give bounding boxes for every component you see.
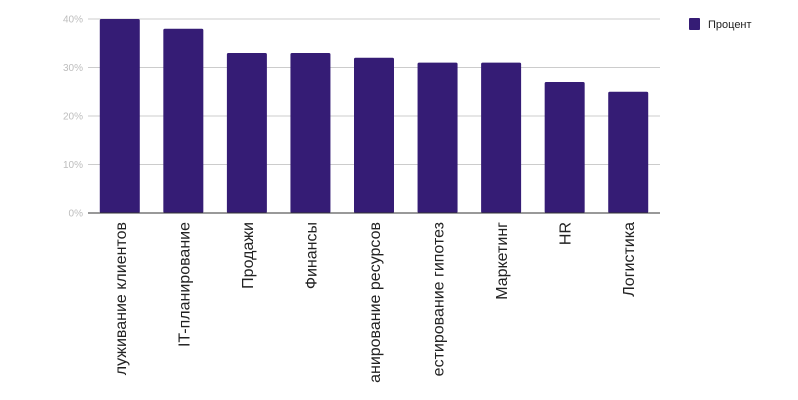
bar[interactable] bbox=[544, 82, 585, 213]
bar[interactable] bbox=[290, 52, 331, 214]
bar[interactable] bbox=[608, 91, 649, 213]
bar[interactable] bbox=[354, 57, 394, 213]
x-category-label: Финансы bbox=[303, 222, 320, 289]
x-category-label: естирование гипотез bbox=[431, 222, 448, 376]
bar[interactable] bbox=[481, 62, 522, 214]
y-tick-label: 30% bbox=[63, 63, 83, 74]
x-category-label: HR bbox=[558, 222, 575, 245]
y-tick-label: 10% bbox=[63, 160, 83, 171]
y-tick-label: 20% bbox=[63, 112, 83, 123]
x-category-label: луживание клиентов bbox=[113, 222, 130, 375]
bar[interactable] bbox=[417, 62, 458, 214]
x-category-label: IT-планирование bbox=[176, 222, 193, 347]
y-tick-label: 0% bbox=[69, 209, 84, 220]
bar[interactable] bbox=[226, 52, 267, 214]
legend-label: Процент bbox=[708, 19, 752, 31]
x-category-label: Продажи bbox=[240, 222, 257, 289]
legend-swatch bbox=[689, 18, 700, 30]
bar[interactable] bbox=[99, 19, 140, 213]
y-tick-label: 40% bbox=[63, 15, 83, 26]
x-category-label: анирование ресурсов bbox=[367, 222, 384, 383]
legend: Процент bbox=[689, 18, 752, 31]
x-category-label: Логистика bbox=[621, 222, 638, 297]
x-category-label: Маркетинг bbox=[494, 222, 511, 300]
bar[interactable] bbox=[163, 28, 204, 214]
